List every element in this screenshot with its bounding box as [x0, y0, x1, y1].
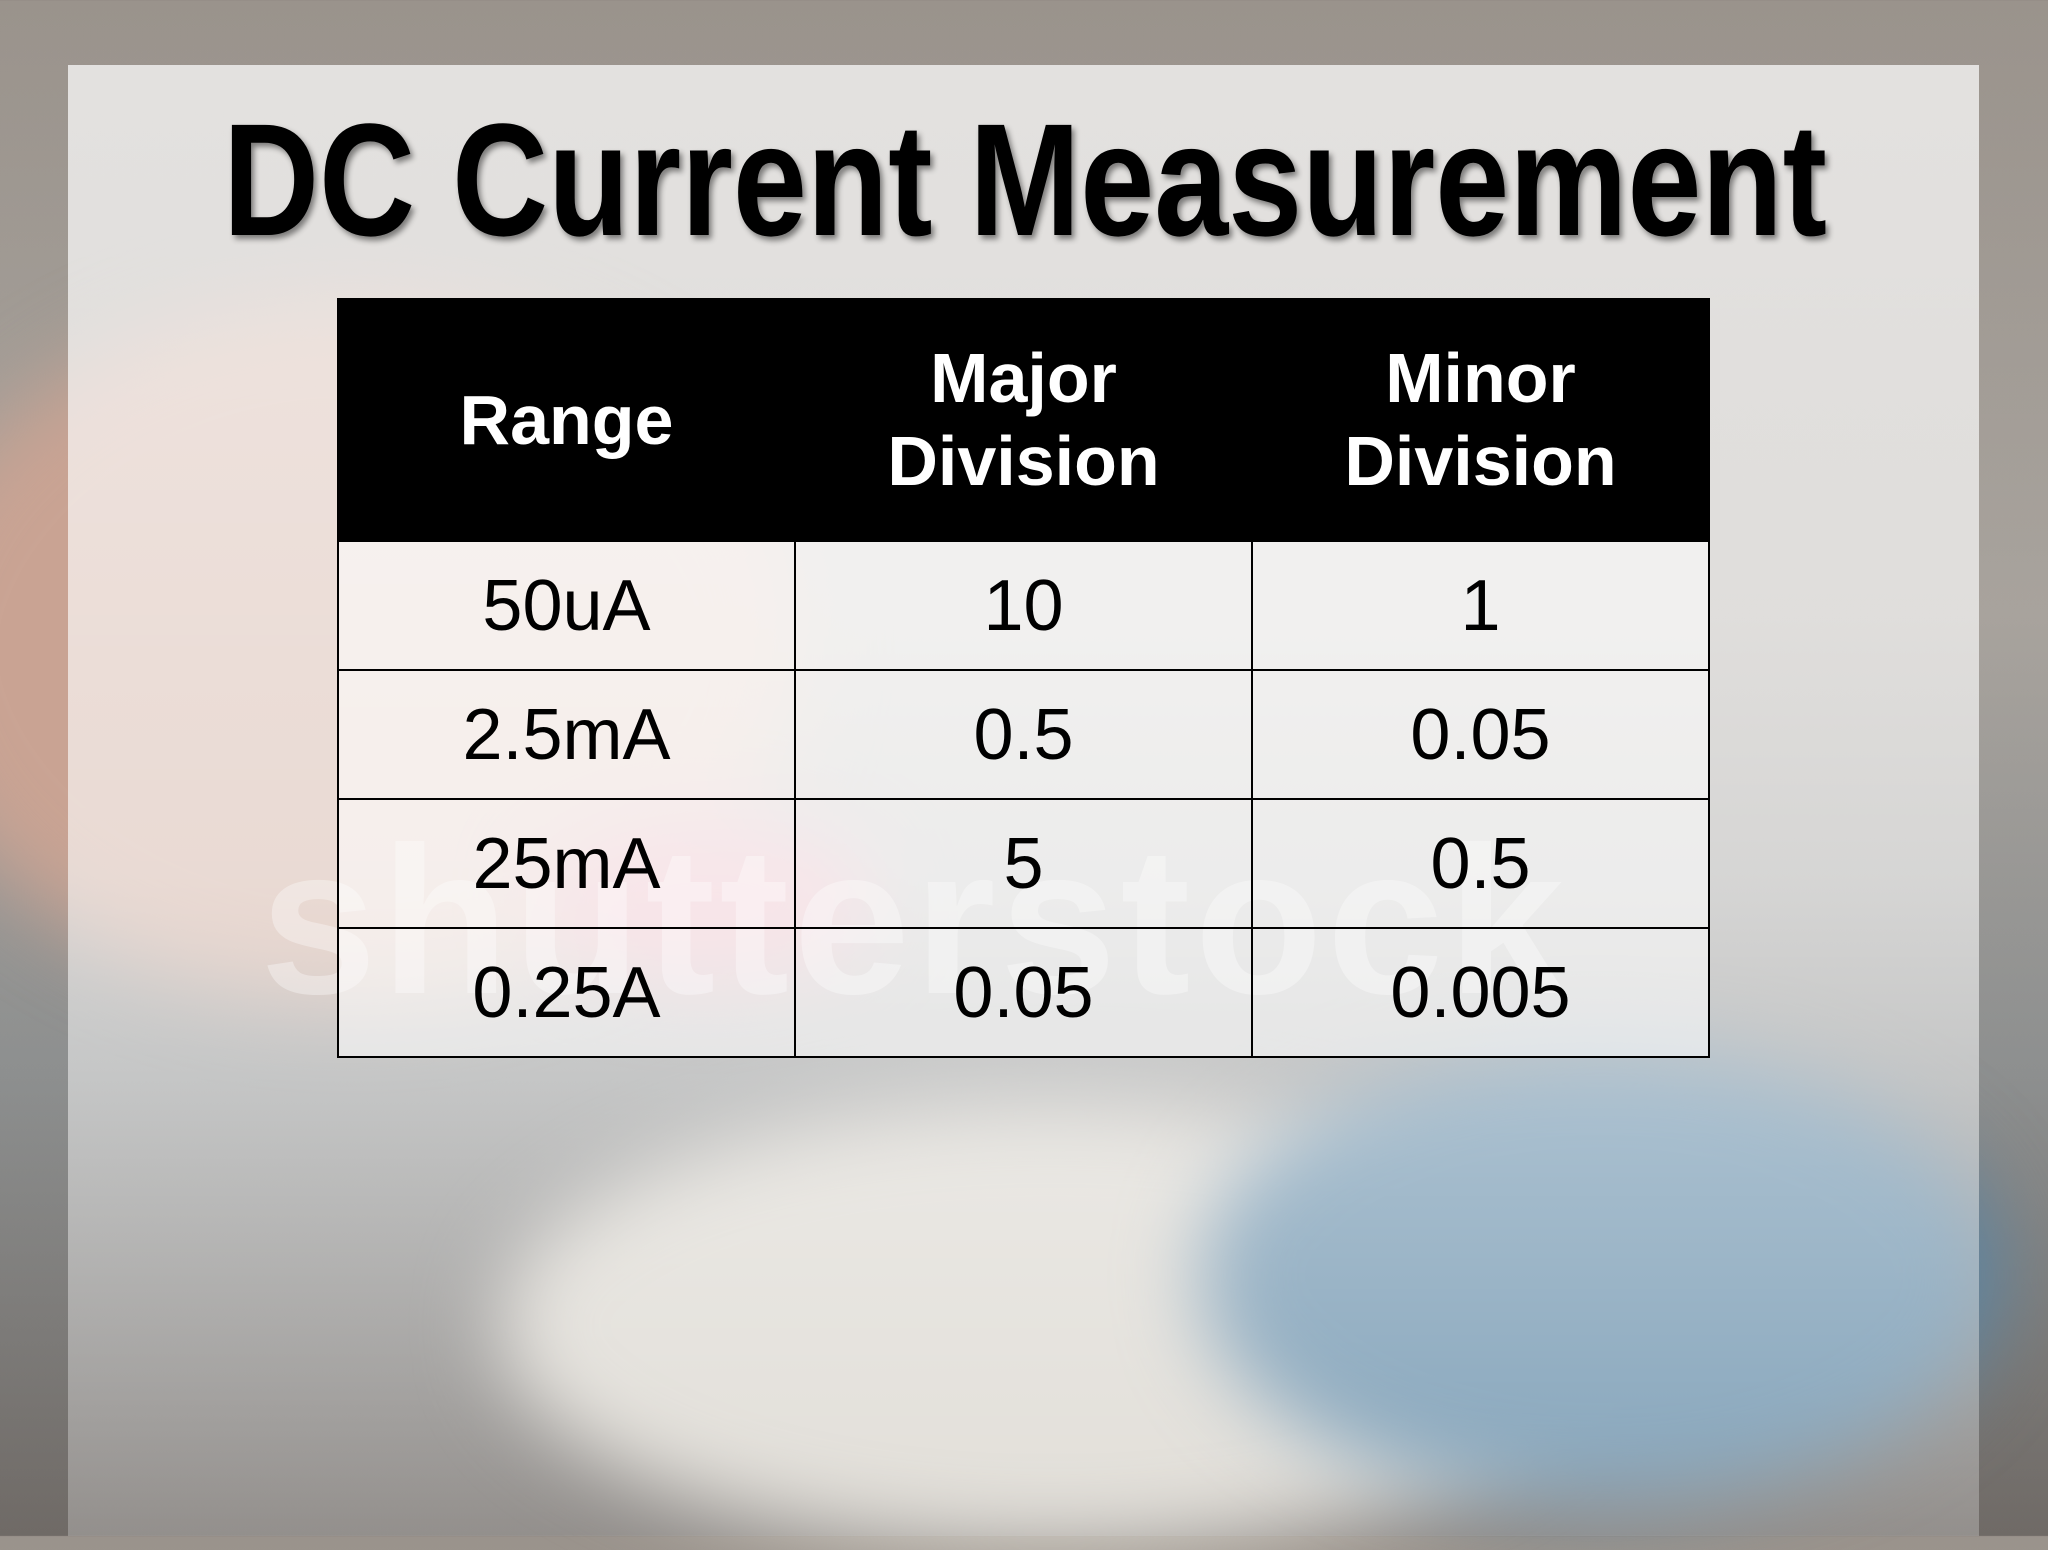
- table-cell: 10: [794, 540, 1253, 671]
- header-row: Range Major Division Minor Division: [337, 298, 1710, 542]
- table-cell: 0.05: [794, 927, 1253, 1058]
- table-body: 50uA 10 1 2.5mA 0.5 0.05 25mA 5 0.5 0.25A 0.05 0.00…: [337, 540, 1710, 1058]
- table-row: 0.25A 0.05 0.005: [337, 927, 1710, 1058]
- table-row: 2.5mA 0.5 0.05: [337, 669, 1710, 800]
- header-cell: Range: [337, 298, 796, 542]
- table-cell: 2.5mA: [337, 669, 796, 800]
- table-cell: 1: [1251, 540, 1710, 671]
- table-cell: 0.005: [1251, 927, 1710, 1058]
- table-cell: 5: [794, 798, 1253, 929]
- header-cell: Major Division: [794, 298, 1253, 542]
- table-cell: 0.25A: [337, 927, 796, 1058]
- table-cell: 25mA: [337, 798, 796, 929]
- table-cell: 50uA: [337, 540, 796, 671]
- header-cell: Minor Division: [1251, 298, 1710, 542]
- table-cell: 0.5: [794, 669, 1253, 800]
- table-row: 50uA 10 1: [337, 540, 1710, 671]
- title-box: DC Current Measurement: [223, 100, 1827, 269]
- table-cell: 0.5: [1251, 798, 1710, 929]
- table-row: 25mA 5 0.5: [337, 798, 1710, 929]
- data-table: Range Major Division Minor Division 50uA 10…: [337, 298, 1710, 1058]
- table-cell: 0.05: [1251, 669, 1710, 800]
- title: DC Current Measurement: [223, 100, 1827, 269]
